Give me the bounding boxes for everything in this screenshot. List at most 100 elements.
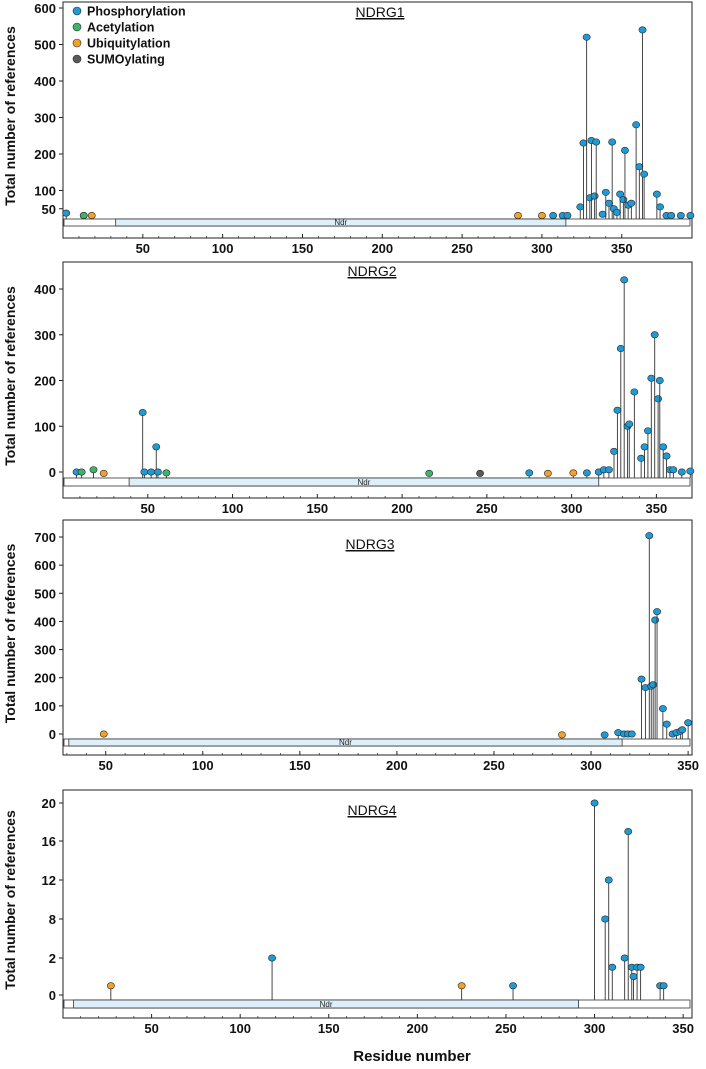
y-tick-label: 300 — [34, 643, 56, 658]
x-tick-label: 350 — [646, 501, 668, 516]
site-phosphorylation-marker — [676, 212, 685, 220]
x-tick-label: 250 — [476, 501, 498, 516]
x-tick-label: 150 — [289, 758, 311, 773]
panel-title: NDRG2 — [347, 263, 396, 279]
site-phosphorylation-marker — [659, 443, 668, 451]
x-tick-label: 250 — [495, 1021, 517, 1036]
site-phosphorylation-marker — [268, 954, 276, 962]
plot-frame — [62, 261, 693, 499]
panel-title: NDRG3 — [345, 536, 394, 552]
domain-label: Ndr — [320, 1000, 333, 1009]
y-tick-label: 200 — [34, 374, 56, 389]
legend-ubiquitylation-label: Ubiquitylation — [87, 37, 170, 51]
site-phosphorylation-marker — [600, 731, 609, 739]
site-phosphorylation-marker — [659, 982, 668, 990]
legend-sumoylating-label: SUMOylating — [87, 53, 165, 67]
x-tick-label: 250 — [451, 241, 473, 256]
site-phosphorylation-marker — [637, 675, 646, 683]
site-phosphorylation-marker — [629, 972, 638, 980]
site-phosphorylation-marker — [592, 138, 601, 146]
y-axis-label: Total number of references — [2, 26, 18, 206]
x-tick-label: 350 — [611, 241, 633, 256]
x-tick-label: 200 — [391, 501, 413, 516]
site-phosphorylation-marker — [677, 468, 686, 476]
site-phosphorylation-marker — [598, 210, 607, 218]
site-ubiquitylation-marker — [457, 982, 466, 990]
site-phosphorylation-marker — [152, 443, 161, 451]
y-tick-label: 400 — [34, 74, 56, 89]
site-ubiquitylation-marker — [558, 731, 566, 739]
site-phosphorylation-marker — [658, 705, 667, 713]
site-phosphorylation-marker — [610, 447, 618, 455]
panel-ndrg3: NDRG3 Ndr 50 100 150 200 250 300 350 0 100 200 300 40… — [2, 519, 699, 773]
site-phosphorylation-marker — [549, 212, 558, 220]
y-tick-label: 300 — [34, 111, 56, 126]
y-tick-label: 0 — [49, 988, 56, 1003]
x-tick-label: 50 — [144, 1021, 158, 1036]
site-phosphorylation-marker — [576, 203, 585, 211]
plot-frame — [62, 519, 693, 756]
site-phosphorylation-marker — [620, 954, 629, 962]
y-tick-label: 500 — [34, 38, 56, 53]
site-phosphorylation-marker — [627, 730, 636, 738]
x-tick-label: 200 — [407, 1021, 429, 1036]
site-phosphorylation-marker — [605, 199, 613, 207]
y-tick-label: 12 — [42, 873, 56, 888]
site-phosphorylation-marker — [608, 963, 617, 971]
site-ubiquitylation-marker — [543, 469, 552, 477]
site-phosphorylation-marker — [656, 203, 664, 211]
legend-sumoylating-swatch — [72, 54, 82, 64]
site-phosphorylation-marker — [635, 163, 644, 171]
site-acetylation-marker — [77, 468, 86, 476]
site-phosphorylation-marker — [662, 452, 671, 460]
x-tick-label: 200 — [386, 758, 408, 773]
site-phosphorylation-marker — [525, 469, 534, 477]
site-phosphorylation-marker — [647, 374, 656, 382]
site-phosphorylation-marker — [605, 466, 613, 474]
site-phosphorylation-marker — [678, 726, 687, 734]
site-phosphorylation-marker — [616, 344, 625, 352]
site-ubiquitylation-marker — [99, 730, 108, 738]
panel-ndrg2: NDRG2 Ndr 50 100 150 200 250 300 350 0 100 200 300 40… — [2, 261, 695, 516]
site-phosphorylation-marker — [650, 331, 659, 339]
site-phosphorylation-marker — [653, 608, 661, 616]
site-phosphorylation-marker — [684, 719, 693, 727]
plot-frame — [62, 789, 693, 1019]
legend-ubiquitylation-swatch — [72, 38, 82, 48]
ndr-domain — [68, 738, 623, 747]
site-phosphorylation-marker — [140, 468, 149, 476]
legend-acetylation-label: Acetylation — [87, 21, 154, 35]
y-tick-label: 500 — [34, 586, 56, 601]
y-tick-label: 16 — [42, 834, 56, 849]
site-acetylation-marker — [79, 212, 88, 220]
y-tick-label: 100 — [34, 419, 56, 434]
y-tick-label: 0 — [49, 727, 56, 742]
site-phosphorylation-marker — [509, 982, 517, 990]
panel-title: NDRG1 — [355, 4, 404, 20]
y-axis-label: Total number of references — [2, 810, 18, 990]
site-sumoylating-marker — [476, 469, 484, 477]
y-tick-label: 200 — [34, 147, 56, 162]
site-phosphorylation-marker — [669, 466, 678, 474]
site-phosphorylation-marker — [613, 406, 622, 414]
site-phosphorylation-marker — [582, 469, 591, 477]
legend: Phosphorylation Acetylation Ubiquitylation… — [72, 5, 186, 67]
domain-label: Ndr — [357, 478, 370, 487]
site-phosphorylation-marker — [601, 188, 610, 196]
ndr-domain — [73, 999, 580, 1009]
x-tick-label: 350 — [677, 758, 699, 773]
y-tick-label: 600 — [34, 558, 56, 573]
site-ubiquitylation-marker — [87, 212, 96, 220]
site-phosphorylation-marker — [654, 395, 662, 403]
y-tick-label: 50 — [42, 202, 56, 217]
site-phosphorylation-marker — [630, 388, 639, 396]
site-acetylation-marker — [425, 469, 434, 477]
y-tick-label: 600 — [34, 1, 56, 16]
site-phosphorylation-marker — [579, 139, 588, 147]
site-phosphorylation-marker — [662, 720, 671, 728]
x-tick-label: 250 — [483, 758, 505, 773]
plot-frame — [62, 1, 693, 239]
ndr-domain — [128, 477, 600, 487]
site-phosphorylation-marker — [604, 876, 613, 884]
